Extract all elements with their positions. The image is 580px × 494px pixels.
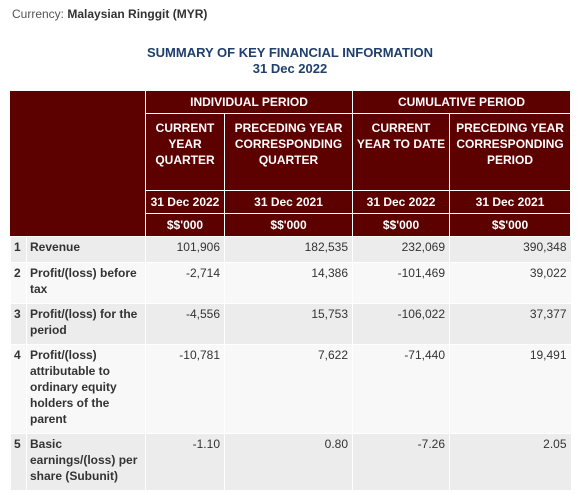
value-cell: 390,348 bbox=[449, 236, 571, 263]
value-cell: -10,781 bbox=[145, 344, 225, 434]
column-heading: PRECEDING YEAR CORRESPONDING QUARTER bbox=[223, 113, 354, 191]
row-number: 2 bbox=[10, 262, 27, 304]
column-heading: PRECEDING YEAR CORRESPONDING PERIOD bbox=[449, 113, 572, 191]
row-label: Profit/(loss) attributable to ordinary e… bbox=[26, 344, 146, 434]
column-heading: CURRENT YEAR QUARTER bbox=[145, 113, 225, 191]
currency-label: Currency: bbox=[12, 7, 65, 21]
column-unit: $$'000 bbox=[449, 213, 572, 237]
value-cell: 14,386 bbox=[223, 262, 353, 304]
value-cell: 232,069 bbox=[352, 236, 450, 263]
currency-line: Currency: Malaysian Ringgit (MYR) bbox=[12, 7, 207, 21]
table-row: 1 Revenue 101,906 182,535 232,069 390,34… bbox=[10, 236, 571, 263]
value-cell: -71,440 bbox=[352, 344, 450, 434]
row-number: 3 bbox=[10, 303, 27, 345]
column-date: 31 Dec 2021 bbox=[223, 190, 354, 214]
row-number: 4 bbox=[10, 344, 27, 434]
value-cell: 37,377 bbox=[449, 303, 571, 345]
column-date: 31 Dec 2021 bbox=[449, 190, 572, 214]
column-unit: $$'000 bbox=[145, 213, 225, 237]
currency-value: Malaysian Ringgit (MYR) bbox=[67, 7, 208, 21]
value-cell: -2,714 bbox=[145, 262, 225, 304]
value-cell: 101,906 bbox=[145, 236, 225, 263]
table-row: 2 Profit/(loss) before tax -2,714 14,386… bbox=[10, 262, 571, 304]
value-cell: -101,469 bbox=[352, 262, 450, 304]
column-unit: $$'000 bbox=[352, 213, 451, 237]
value-cell: -1.10 bbox=[145, 433, 225, 491]
row-number: 5 bbox=[10, 433, 27, 491]
row-label: Profit/(loss) before tax bbox=[26, 262, 146, 304]
row-number: 1 bbox=[10, 236, 27, 263]
value-cell: 15,753 bbox=[223, 303, 353, 345]
table-row: 5 Basic earnings/(loss) per share (Subun… bbox=[10, 433, 571, 491]
value-cell: -106,022 bbox=[352, 303, 450, 345]
value-cell: 182,535 bbox=[223, 236, 353, 263]
row-label: Profit/(loss) for the period bbox=[26, 303, 146, 345]
column-date: 31 Dec 2022 bbox=[352, 190, 451, 214]
value-cell: -7.26 bbox=[352, 433, 450, 491]
value-cell: 2.05 bbox=[449, 433, 571, 491]
title-date: 31 Dec 2022 bbox=[252, 61, 328, 76]
column-unit: $$'000 bbox=[223, 213, 354, 237]
column-date: 31 Dec 2022 bbox=[145, 190, 225, 214]
value-cell: 39,022 bbox=[449, 262, 571, 304]
value-cell: 0.80 bbox=[223, 433, 353, 491]
column-heading: CURRENT YEAR TO DATE bbox=[352, 113, 451, 191]
row-label: Basic earnings/(loss) per share (Subunit… bbox=[26, 433, 146, 491]
header-blank-cell bbox=[10, 90, 146, 237]
table-row: 3 Profit/(loss) for the period -4,556 15… bbox=[10, 303, 571, 345]
value-cell: -4,556 bbox=[145, 303, 225, 345]
title-line: SUMMARY OF KEY FINANCIAL INFORMATION bbox=[147, 45, 433, 60]
cumulative-period-header: CUMULATIVE PERIOD bbox=[352, 90, 572, 114]
table-row: 4 Profit/(loss) attributable to ordinary… bbox=[10, 344, 571, 434]
row-label: Revenue bbox=[26, 236, 146, 263]
value-cell: 7,622 bbox=[223, 344, 353, 434]
individual-period-header: INDIVIDUAL PERIOD bbox=[144, 90, 354, 114]
financial-summary-table: INDIVIDUAL PERIOD CUMULATIVE PERIOD CURR… bbox=[10, 90, 572, 491]
summary-title: SUMMARY OF KEY FINANCIAL INFORMATION 31 … bbox=[0, 45, 580, 77]
value-cell: 19,491 bbox=[449, 344, 571, 434]
